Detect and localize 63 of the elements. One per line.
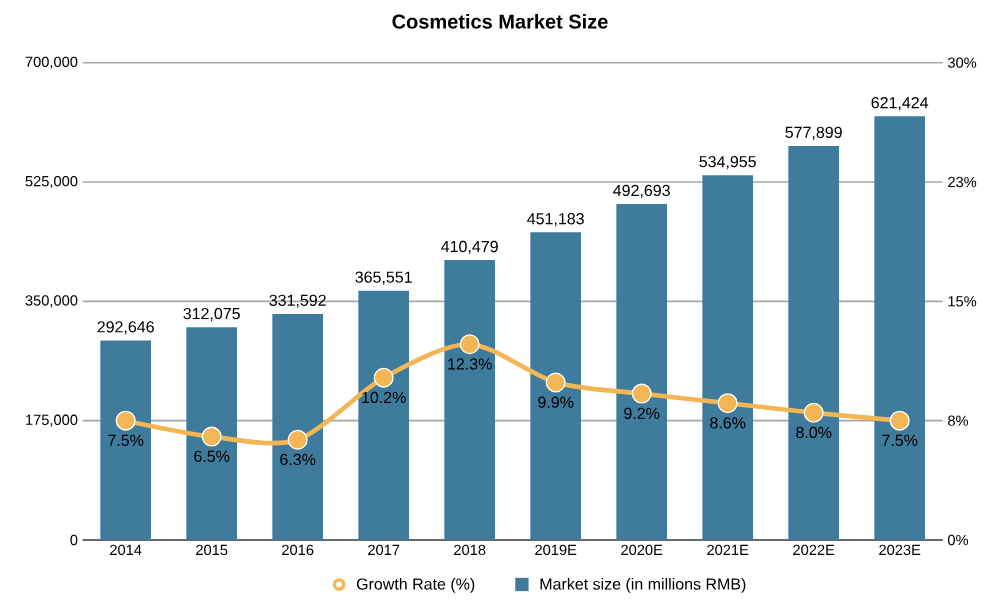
x-tick-label: 2016 <box>282 544 314 556</box>
legend-label: Growth Rate (%) <box>356 577 475 593</box>
bar <box>530 232 582 540</box>
data-label: 8.6% <box>710 417 746 429</box>
data-label: 7.5% <box>108 434 144 446</box>
x-tick-label: 2021E <box>707 544 749 556</box>
data-label: 10.2% <box>362 391 406 404</box>
bar <box>702 175 754 540</box>
y-tick-label: 350,000 <box>25 295 78 308</box>
data-label: 6.3% <box>280 453 316 466</box>
legend-label: Market size (in millions RMB) <box>540 577 746 593</box>
y2-tick-label: 8% <box>948 415 969 426</box>
y2-tick-label: 0% <box>947 534 969 546</box>
data-label: 534,955 <box>699 155 756 170</box>
data-label: 6.5% <box>194 450 230 462</box>
data-label: 621,424 <box>871 97 929 111</box>
y-tick-label: 0 <box>70 534 78 546</box>
y2-tick-label: 23% <box>948 176 977 188</box>
data-label: 492,693 <box>613 184 670 198</box>
bar <box>272 313 324 540</box>
bar <box>616 204 668 540</box>
x-tick-label: 2015 <box>196 544 228 556</box>
data-label: 451,183 <box>527 213 584 227</box>
x-tick-label: 2018 <box>454 544 486 556</box>
bar <box>358 290 410 540</box>
point <box>631 383 652 404</box>
data-label: 7.5% <box>882 434 918 446</box>
x-tick-label: 2017 <box>368 544 400 556</box>
bar <box>100 340 152 540</box>
bar <box>186 327 238 540</box>
point <box>803 402 824 423</box>
point <box>115 410 136 431</box>
y-tick-label: 525,000 <box>25 175 78 189</box>
x-tick-label: 2019E <box>535 544 577 556</box>
data-label: 12.3% <box>448 358 492 370</box>
data-label: 8.0% <box>796 426 832 439</box>
data-label: 410,479 <box>441 240 498 255</box>
y2-tick-label: 30% <box>947 57 977 68</box>
x-tick-label: 2014 <box>110 544 142 556</box>
x-tick-label: 2023E <box>879 544 921 556</box>
point <box>373 367 394 388</box>
data-label: 577,899 <box>785 126 842 140</box>
data-label: 331,592 <box>269 294 326 308</box>
point <box>459 334 480 355</box>
point <box>201 426 222 447</box>
y2-tick-label: 15% <box>948 296 977 307</box>
bar <box>788 145 840 540</box>
point <box>889 410 910 431</box>
y-tick-label: 175,000 <box>26 414 78 427</box>
point <box>545 372 566 393</box>
point <box>717 393 738 414</box>
x-tick-label: 2022E <box>793 544 835 556</box>
data-label: 365,551 <box>355 271 412 285</box>
bar <box>874 116 926 540</box>
x-tick-label: 2020E <box>621 544 663 556</box>
data-label: 9.2% <box>624 407 660 419</box>
data-label: 292,646 <box>97 321 154 335</box>
data-label: 312,075 <box>183 307 240 322</box>
data-label: 9.9% <box>538 396 574 408</box>
chart-title: Cosmetics Market Size <box>392 13 608 29</box>
point <box>287 429 308 450</box>
y-tick-label: 700,000 <box>25 56 78 69</box>
bar <box>444 260 496 540</box>
